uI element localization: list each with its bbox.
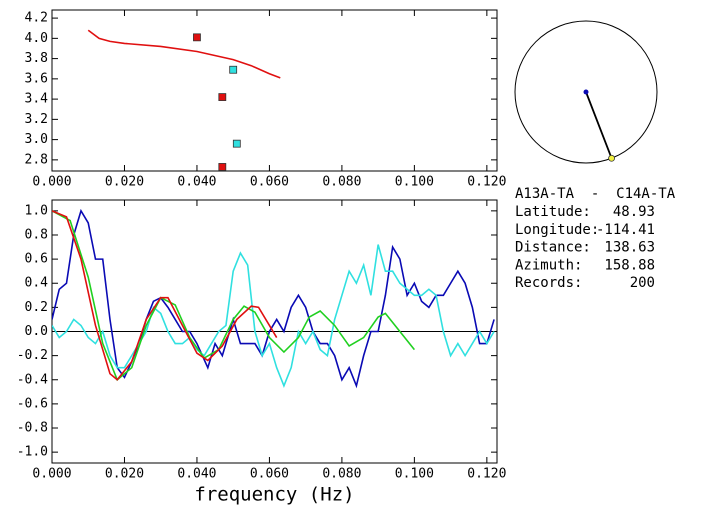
y-tick-label: 3.6 [25,71,48,86]
y-tick-label: 4.2 [25,11,48,26]
y-tick-label: 0.6 [25,252,48,267]
y-tick-label: 4.0 [25,31,48,46]
y-tick-label: 0.4 [25,276,49,291]
y-tick-label: 3.2 [25,112,48,127]
plot-frame [51,9,498,172]
x-tick-label: 0.040 [177,467,216,482]
x-tick-label: 0.020 [105,175,144,190]
y-tick-label: -0.4 [17,372,48,387]
x-tick-label: 0.040 [177,175,216,190]
y-tick-label: 3.0 [25,132,48,147]
x-tick-label: 0.060 [250,175,289,190]
point [229,65,238,74]
azimuth-station [608,154,615,162]
series-line [87,29,281,79]
series-line [52,244,495,388]
y-tick-label: 0.8 [25,227,48,242]
info-label: Records: [515,275,582,291]
station-pair: A13A-TA - C14A-TA [515,186,676,202]
point [218,93,227,101]
y-tick-label: 0.0 [25,324,48,339]
info-label: Distance: [515,240,591,256]
x-axis-label: frequency (Hz) [194,484,354,506]
info-label: Longitude: [515,222,599,238]
x-tick-label: 0.100 [395,467,434,482]
info-value: 48.93 [613,204,655,220]
y-tick-label: 0.2 [25,300,48,315]
y-tick-label: -0.8 [17,421,48,436]
y-tick-label: 3.8 [25,51,48,66]
y-tick-label: -0.2 [17,348,48,363]
y-tick-label: -0.6 [17,396,48,411]
y-tick-label: -1.0 [17,445,48,460]
series-line [52,208,495,389]
azimuth-line [585,91,613,159]
x-tick-label: 0.020 [105,467,144,482]
x-tick-label: 0.100 [395,175,434,190]
point [232,139,241,148]
center-station [583,89,589,95]
point [193,33,201,42]
x-tick-label: 0.060 [250,467,289,482]
y-tick-label: 2.8 [25,152,48,167]
y-tick-label: 3.4 [25,92,49,107]
info-label: Latitude: [515,204,591,220]
info-label: Azimuth: [515,257,582,273]
polar-circle [514,20,658,164]
series-line [52,210,278,381]
info-value: -114.41 [596,222,655,238]
info-value: 138.63 [604,240,655,256]
info-value: 158.88 [604,257,655,273]
x-tick-label: 0.000 [32,175,71,190]
x-tick-label: 0.120 [467,175,506,190]
x-tick-label: 0.080 [322,175,361,190]
point [218,163,227,171]
info-value: 200 [630,275,655,291]
y-tick-label: 1.0 [25,203,48,218]
x-tick-label: 0.120 [467,467,506,482]
x-tick-label: 0.080 [322,467,361,482]
x-tick-label: 0.000 [32,467,71,482]
series-line [52,210,416,382]
